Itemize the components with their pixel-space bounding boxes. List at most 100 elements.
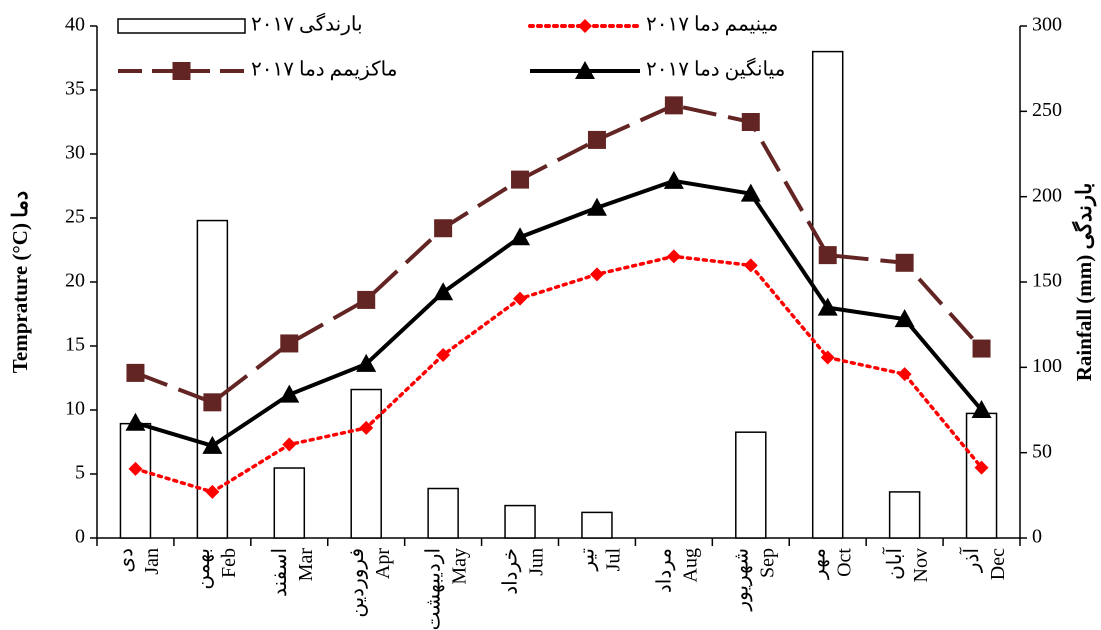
point [740,183,761,202]
point [125,412,146,431]
point [897,367,912,382]
legend-item: مینیمم دما ۲۰۱۷ [528,14,778,36]
point [205,484,220,499]
y2-tick-label: 0 [1032,526,1042,548]
x-tick-label-fa: بهمن [192,548,214,590]
point [664,96,683,115]
x-tick-label: Aug [679,548,701,582]
x-tick-label: Jun [526,548,548,576]
x-tick-label: Jul [603,548,625,572]
x-tick-label-fa: تیر [577,548,599,572]
bar [888,491,921,539]
point [433,282,454,301]
y2-tick-label: 250 [1032,99,1062,121]
bar [581,511,613,539]
bar [735,431,767,539]
y-tick-label: 15 [65,334,85,356]
y2-tick-label: 50 [1032,440,1052,462]
point [436,347,451,362]
legend-marker [575,61,595,79]
point [587,130,606,149]
legend-label: بارندگی ۲۰۱۷ [251,13,363,36]
point [586,197,607,216]
point [666,249,681,264]
legend-marker [172,62,191,80]
x-tick-label-fa: فروردین [346,548,368,618]
bar [273,467,306,539]
point [971,400,992,418]
line [133,254,984,494]
x-tick-label-fa: اسفند [269,548,291,597]
x-tick-label: Sep [756,548,778,578]
legend-item: ماکزیمم دما ۲۰۱۷ [118,59,397,81]
y-tick-label: 10 [65,398,85,420]
y-tick-label: 0 [75,526,85,548]
line [134,103,984,405]
point [202,435,223,454]
point [741,113,760,131]
point [434,219,453,238]
point [820,350,835,365]
legend-label: مینیمم دما ۲۰۱۷ [646,14,778,36]
point [203,393,222,412]
x-tick-label: Oct [833,548,855,577]
point [589,267,604,282]
x-tick-label-fa: مهر [807,548,829,580]
legend-item: بارندگی ۲۰۱۷ [117,13,363,36]
point [895,253,914,272]
point [128,461,143,476]
x-tick-label: Mar [295,548,317,582]
x-tick-label: Nov [910,548,932,582]
point [817,297,838,316]
bar [965,412,998,539]
point [356,353,377,372]
y-tick-label: 35 [65,78,85,100]
x-tick-label-fa: شهریور [730,548,752,612]
y-tick-label: 5 [75,462,85,484]
point [894,309,915,328]
x-tick-label: Jan [141,548,163,575]
x-tick-label-fa: آذر [959,547,983,574]
x-tick-label-fa: دی [115,548,137,573]
bar [350,388,382,539]
legend-label: میانگین دما ۲۰۱۷ [646,58,785,81]
point [974,460,989,475]
bar [119,422,152,539]
y-tick-label: 40 [65,14,85,36]
y2-tick-label: 200 [1032,184,1062,206]
point [359,420,374,435]
point [126,363,145,382]
x-tick-label: May [449,548,471,585]
point [513,291,528,306]
legend-marker [578,19,592,33]
y2-axis-title: Rainfall (mm) بارندگی [1071,183,1097,382]
y-axis-title: Temprature (°C) دما [8,191,32,373]
x-tick-label-fa: اردیبهشت [423,548,445,630]
legend-item: میانگین دما ۲۰۱۷ [530,58,785,81]
point [972,339,991,358]
y-tick-label: 30 [65,142,85,164]
x-tick-label: Dec [987,548,1009,580]
y2-tick-label: 150 [1032,270,1062,292]
point [511,170,530,189]
point [743,258,758,273]
x-tick-label-fa: مرداد [653,548,675,593]
point [282,437,297,452]
x-tick-label: Feb [218,548,240,578]
point [279,384,300,403]
point [357,290,376,309]
bar [504,504,536,539]
line [134,178,984,449]
x-tick-label: Apr [372,548,394,579]
point [280,334,299,353]
y2-tick-label: 100 [1032,355,1062,377]
y2-tick-label: 300 [1032,14,1062,36]
point [663,170,684,189]
bar [427,487,459,539]
x-tick-label-fa: خرداد [500,548,522,595]
legend-swatch [117,18,246,34]
legend-label: ماکزیمم دما ۲۰۱۷ [251,59,397,81]
y-tick-label: 25 [65,206,85,228]
y-tick-label: 20 [65,270,85,292]
